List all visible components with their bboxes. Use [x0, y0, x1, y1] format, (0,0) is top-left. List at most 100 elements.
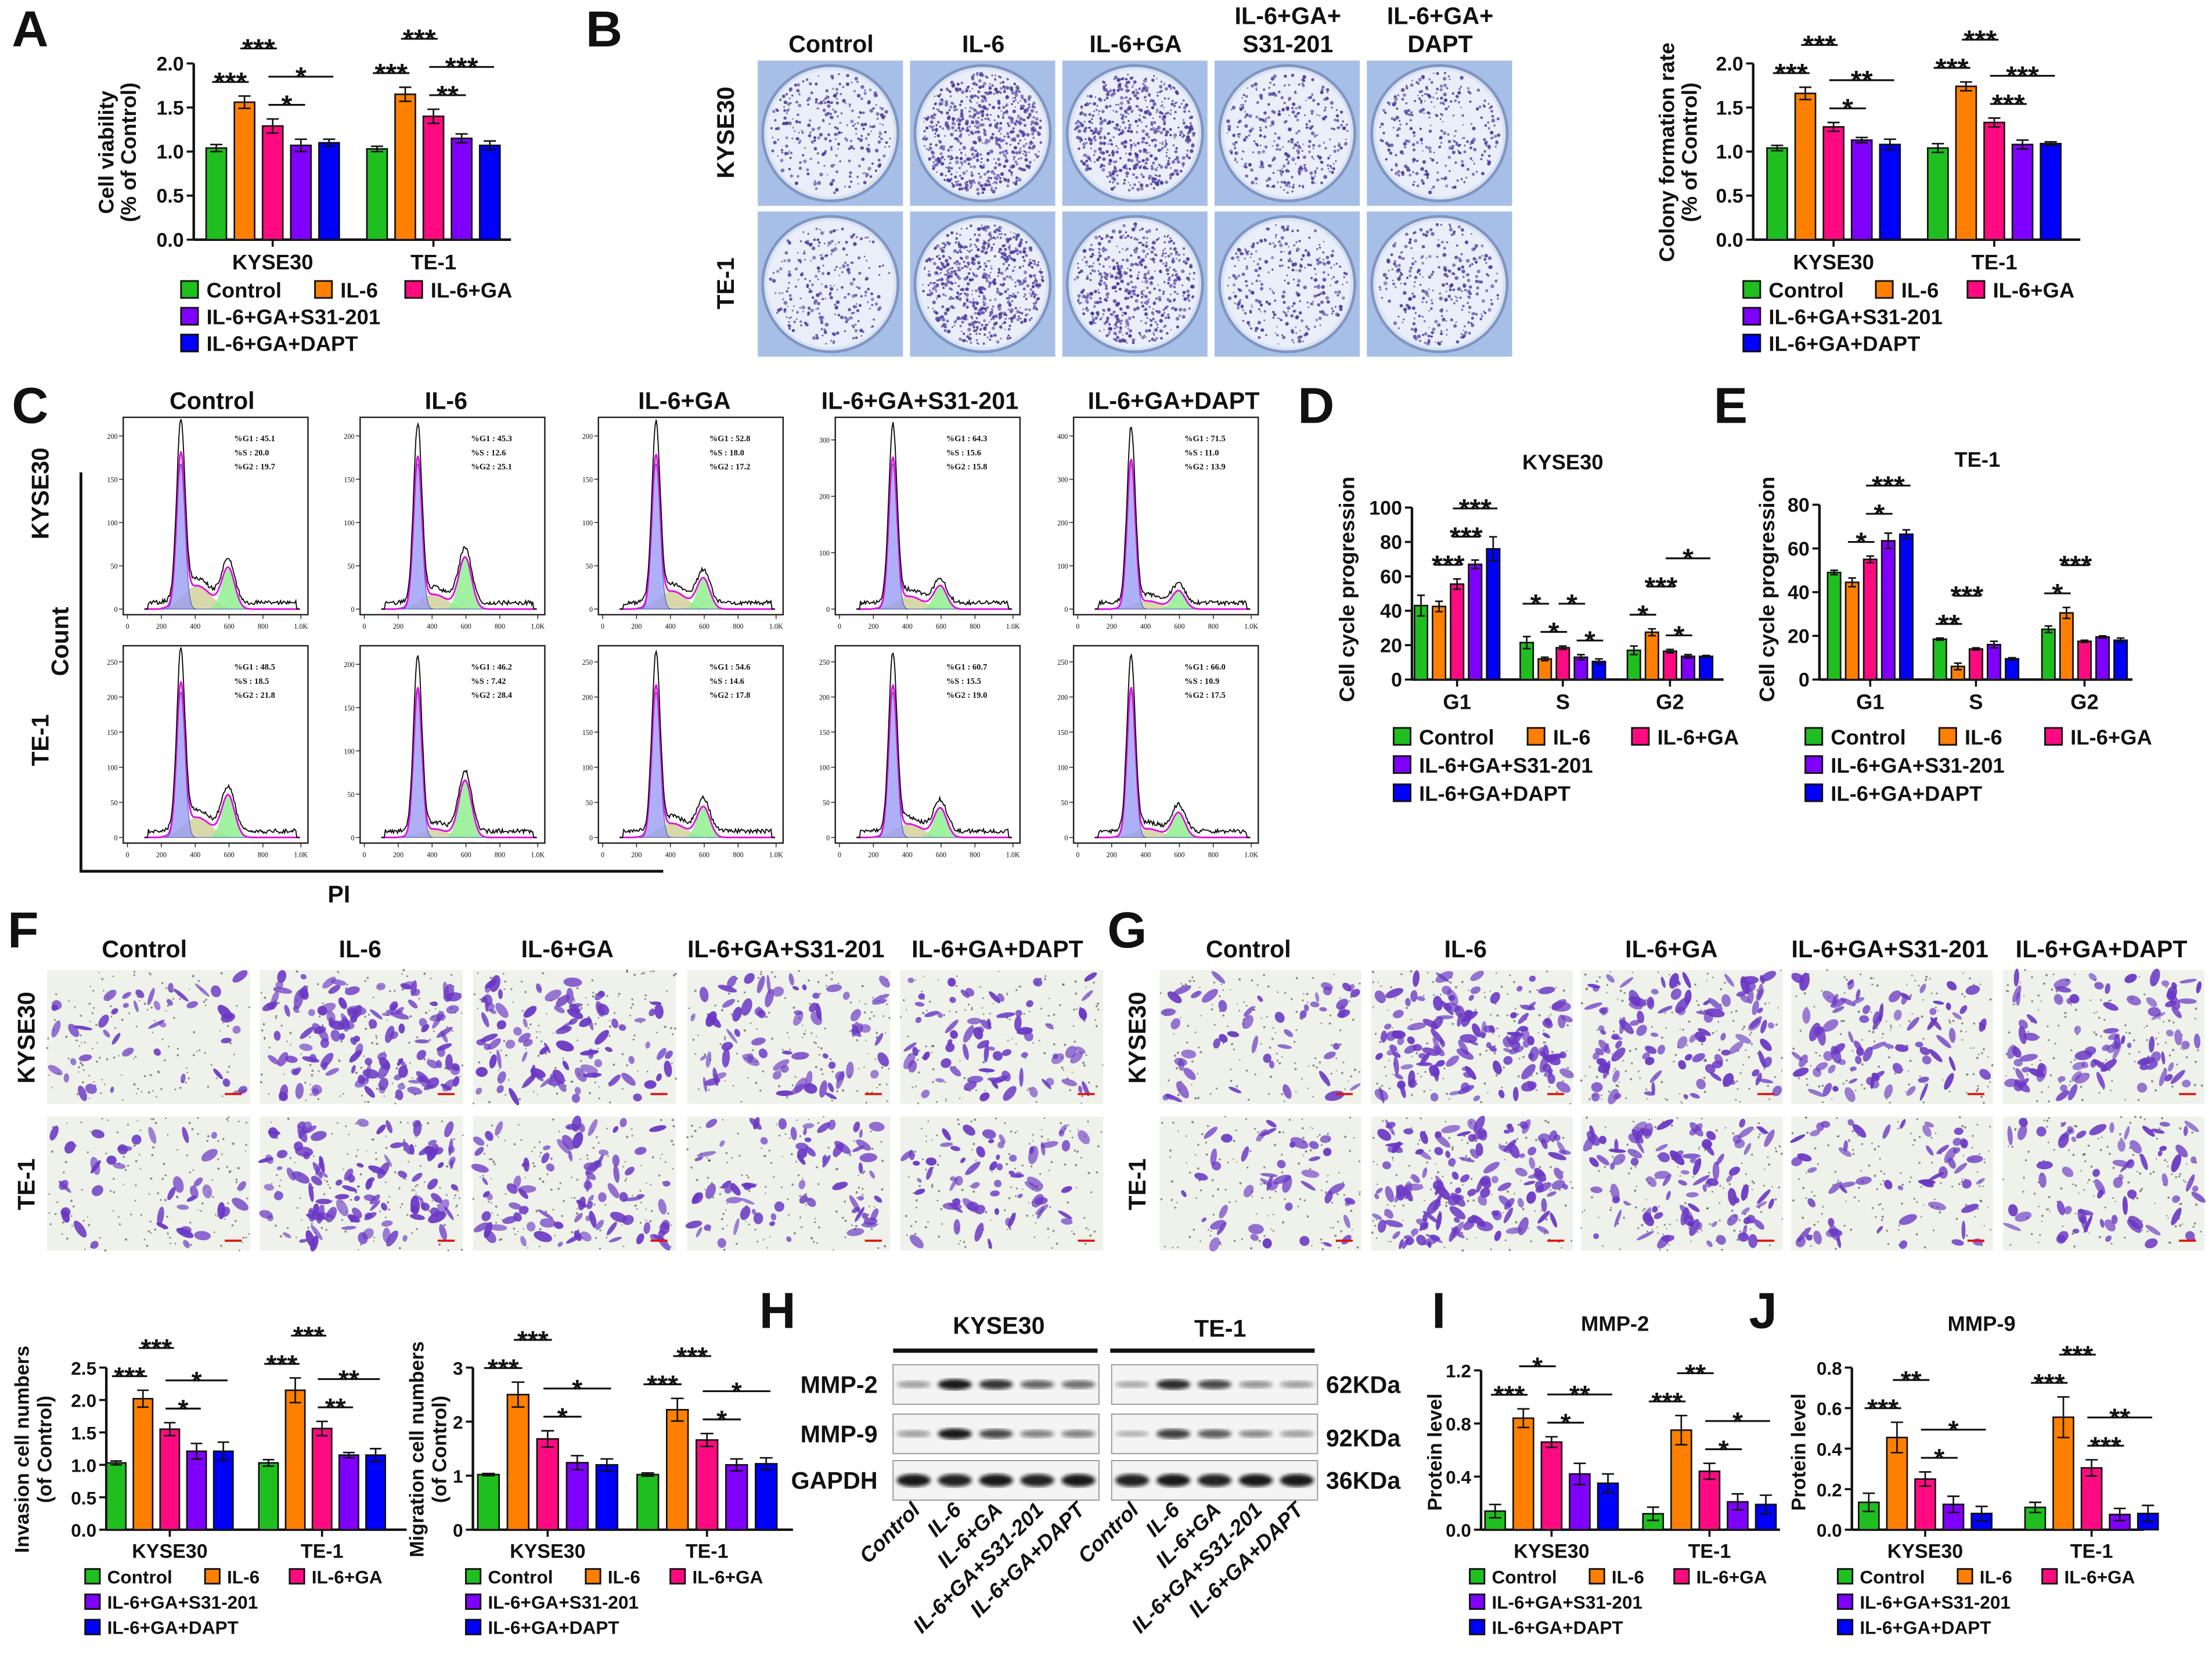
colony-dot [1327, 157, 1330, 160]
colony-dot [1439, 296, 1443, 301]
colony-dot [1303, 167, 1306, 170]
colony-dot [1176, 325, 1180, 329]
colony-dot [1020, 106, 1024, 110]
colony-dot [969, 106, 972, 109]
colony-dot [985, 91, 990, 96]
colony-dot [1461, 137, 1463, 139]
pore-dot [322, 1024, 324, 1026]
colony-dot [1150, 281, 1152, 283]
colony-dot [965, 89, 968, 93]
colony-dot [1167, 254, 1170, 258]
colony-dot [927, 307, 930, 309]
colony-dot [936, 171, 938, 173]
colony-dot [823, 101, 827, 104]
colony-dot [1085, 142, 1088, 145]
colony-dot [1281, 167, 1284, 170]
colony-dot [1329, 154, 1331, 157]
colony-dot [841, 264, 846, 268]
colony-dot [1269, 125, 1272, 127]
pore-dot [346, 983, 348, 986]
colony-dot [1484, 254, 1489, 258]
colony-dot [854, 77, 858, 81]
colony-dot [1091, 122, 1093, 124]
colony-dot [984, 140, 988, 145]
colony-dot [1382, 109, 1386, 112]
colony-dot [1079, 141, 1082, 143]
colony-dot [1001, 116, 1004, 119]
colony-dot [1137, 105, 1139, 108]
colony-dot [1008, 304, 1011, 307]
colony-dot [1315, 319, 1318, 322]
colony-dot [836, 331, 840, 335]
colony-dot [1430, 81, 1433, 84]
colony-dot [956, 139, 960, 143]
colony-dot [1256, 327, 1259, 330]
colony-dot [1425, 87, 1427, 89]
colony-dot [1136, 158, 1139, 162]
colony-dot [1135, 176, 1139, 179]
colony-dot [959, 129, 963, 133]
colony-dot [997, 275, 999, 277]
colony-dot [968, 272, 971, 275]
colony-dot [1028, 106, 1031, 109]
colony-dot [1468, 331, 1471, 335]
colony-dot [1028, 103, 1031, 106]
colony-dot [979, 73, 982, 77]
colony-dot [1309, 171, 1313, 175]
colony-dot [1028, 160, 1032, 164]
colony-dot [809, 119, 812, 122]
colony-dot [1006, 95, 1008, 98]
y-tick-label: 200 [1057, 693, 1068, 701]
pore-dot [74, 1006, 76, 1008]
histogram-frame [1072, 645, 1259, 844]
pore-dot [92, 990, 95, 992]
colony-dot [1266, 227, 1270, 231]
colony-dot [1018, 266, 1022, 269]
colony-dot [1464, 330, 1468, 334]
colony-dot [1007, 133, 1009, 135]
colony-dot [857, 256, 861, 259]
pore-dot [179, 1086, 182, 1089]
colony-dot [1241, 158, 1243, 160]
colony-dot [1320, 161, 1324, 164]
colony-dot [1428, 309, 1431, 312]
colony-dot [1182, 165, 1184, 168]
colony-dot [956, 109, 959, 111]
colony-dot [1140, 173, 1143, 176]
colony-dot [1030, 294, 1033, 297]
colony-dot [1024, 308, 1026, 311]
histogram-frame [359, 645, 546, 844]
panel_F-images [46, 968, 1104, 1252]
colony-dot [856, 303, 858, 305]
colony-dot [1175, 91, 1179, 95]
colony-dot [1439, 136, 1443, 140]
colony-dot [1422, 233, 1426, 236]
colony-dot [1025, 254, 1028, 257]
colony-dot [1444, 107, 1448, 111]
colony-dot [1187, 294, 1190, 297]
colony-dot [1298, 269, 1302, 273]
colony-dot [848, 175, 852, 178]
colony-dot [803, 159, 807, 164]
colony-dot [1005, 85, 1010, 90]
colony-dot [1436, 178, 1440, 182]
colony-dot [1154, 270, 1156, 272]
colony-dot [1289, 258, 1291, 260]
pore-dot [210, 1064, 212, 1066]
colony-dot [1457, 287, 1461, 291]
colony-dot [955, 319, 957, 322]
colony-dot [1130, 146, 1132, 149]
colony-dot [1483, 150, 1487, 153]
colony-dot [1119, 322, 1122, 325]
colony-dot [1248, 289, 1251, 292]
colony-dot [879, 131, 881, 132]
colony-dot [1162, 127, 1166, 131]
pore-dot [220, 972, 223, 975]
colony-dot [992, 315, 995, 318]
colony-dot [977, 227, 981, 231]
colony-dot [1090, 265, 1094, 268]
colony-dot [1297, 279, 1301, 283]
colony-dot [1130, 149, 1132, 151]
colony-dot [1322, 251, 1325, 254]
colony-dot [1011, 150, 1015, 154]
